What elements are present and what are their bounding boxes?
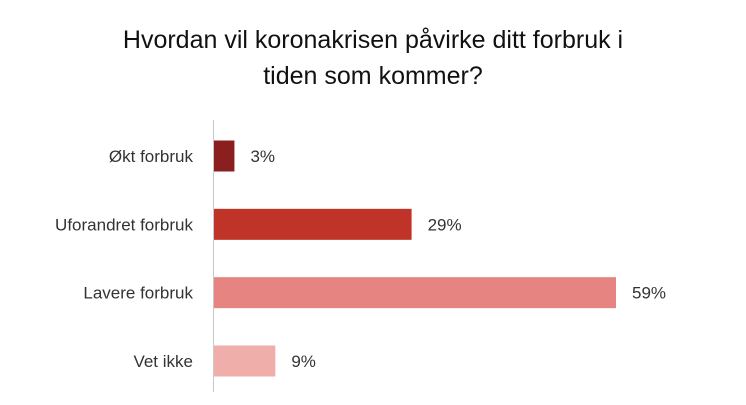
value-label-1: 3%	[250, 147, 275, 166]
chart-title-line-2: tiden som kommer?	[263, 62, 483, 90]
bar-1	[214, 140, 235, 172]
category-labels-group: Økt forbruk Uforandret forbruk Lavere forb…	[55, 147, 193, 371]
value-label-2: 29%	[428, 215, 462, 234]
bar-4	[214, 345, 276, 377]
category-label-2: Uforandret forbruk	[55, 215, 193, 234]
chart-title: Hvordan vil koronakrisen påvirke ditt fo…	[0, 22, 746, 94]
bars-group	[214, 140, 616, 377]
bar-2	[214, 208, 412, 240]
value-labels-group: 3% 29% 59% 9%	[250, 147, 666, 371]
bar-3	[214, 277, 616, 309]
value-label-4: 9%	[291, 352, 316, 371]
value-label-3: 59%	[632, 284, 666, 303]
chart-title-line-1: Hvordan vil koronakrisen påvirke ditt fo…	[122, 26, 624, 54]
category-label-4: Vet ikke	[133, 352, 193, 371]
category-label-3: Lavere forbruk	[83, 284, 193, 303]
category-label-1: Økt forbruk	[109, 147, 194, 166]
